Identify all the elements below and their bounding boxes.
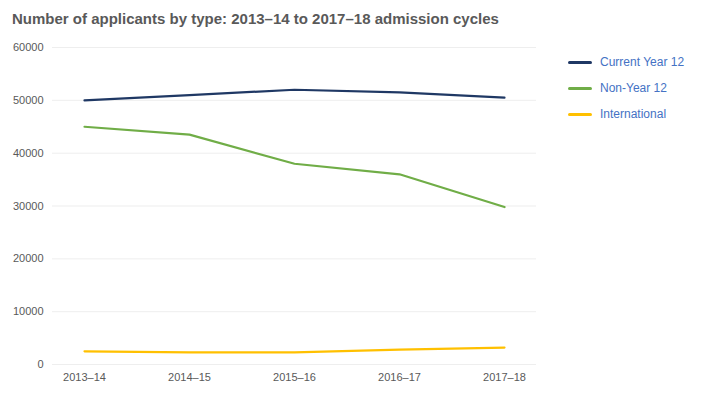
html-text:Current Year 12: Current Year 12 [600, 55, 685, 69]
svg-text:30000: 30000 [13, 200, 44, 212]
html-text:International: International [600, 107, 666, 121]
svg-text:40000: 40000 [13, 147, 44, 159]
svg-text:2014–15: 2014–15 [168, 371, 211, 383]
html-text:Non-Year 12: Non-Year 12 [600, 81, 667, 95]
svg-text:2017–18: 2017–18 [483, 371, 526, 383]
svg-text:0: 0 [37, 358, 43, 370]
svg-text:2016–17: 2016–17 [378, 371, 421, 383]
svg-text:50000: 50000 [13, 94, 44, 106]
svg-text:60000: 60000 [13, 41, 44, 53]
svg-text:10000: 10000 [13, 305, 44, 317]
svg-text:20000: 20000 [13, 252, 44, 264]
svg-text:2015–16: 2015–16 [273, 371, 316, 383]
html-text:Number of applicants by type:: Number of applicants by type: 2013–14 to… [12, 10, 499, 27]
svg-text:2013–14: 2013–14 [63, 371, 106, 383]
